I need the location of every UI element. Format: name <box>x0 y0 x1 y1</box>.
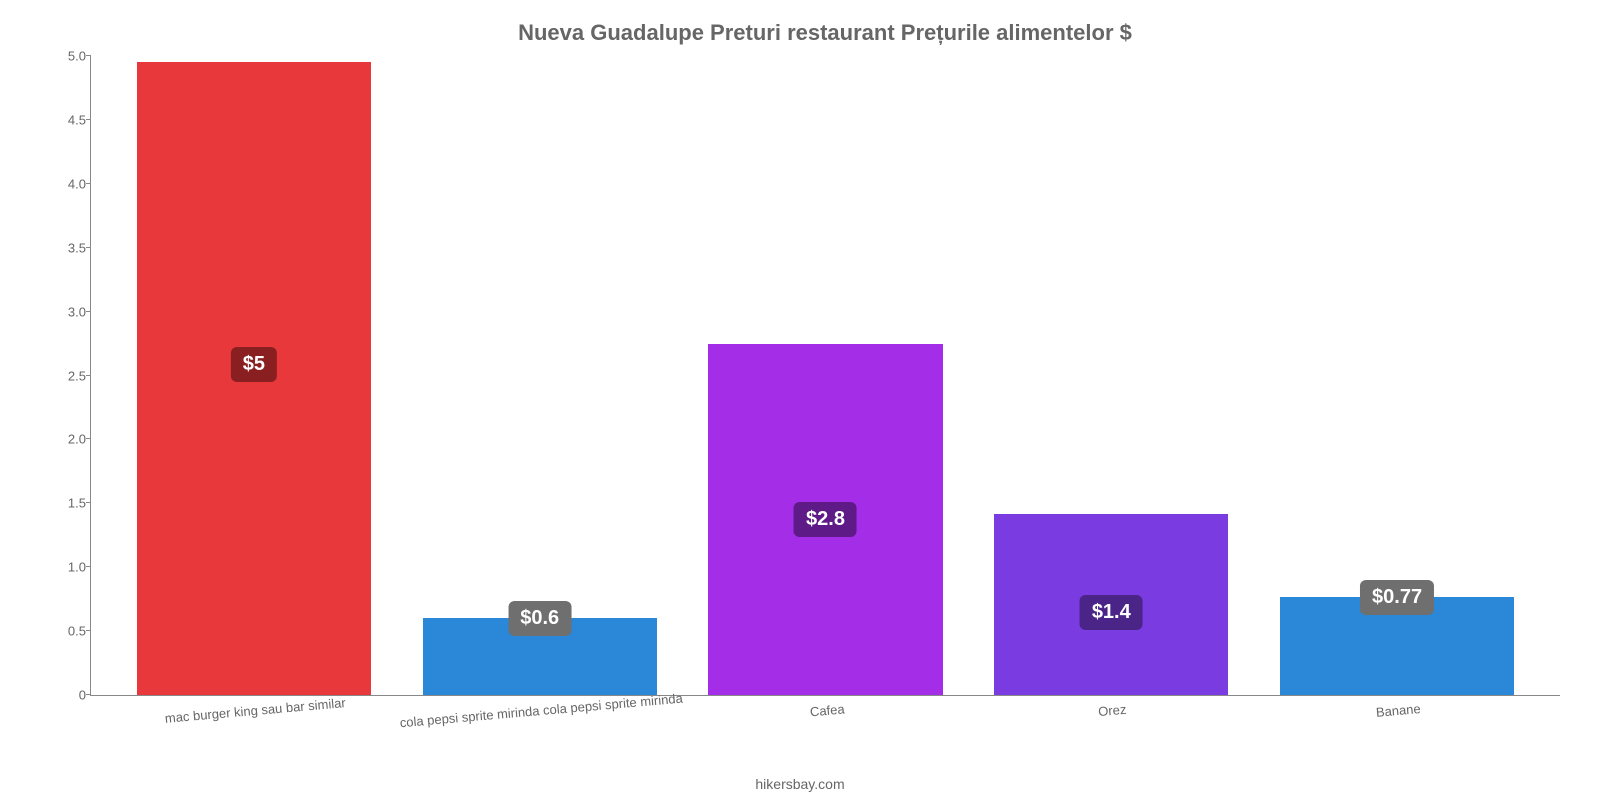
y-tick-label: 1.0 <box>36 560 86 575</box>
bar: $0.77 <box>1280 597 1514 695</box>
plot-area: 00.51.01.52.02.53.03.54.04.55.0 $5$0.6$2… <box>90 56 1560 696</box>
y-tick-label: 3.0 <box>36 304 86 319</box>
bar-value-label: $1.4 <box>1080 595 1143 630</box>
chart-container: Nueva Guadalupe Preturi restaurant Prețu… <box>0 0 1600 800</box>
bar-value-label: $0.77 <box>1360 580 1434 615</box>
y-tick-mark <box>86 55 91 56</box>
bar-slot: $2.8 <box>683 56 969 695</box>
y-tick-label: 3.5 <box>36 240 86 255</box>
y-tick-label: 2.0 <box>36 432 86 447</box>
y-tick-label: 0.5 <box>36 624 86 639</box>
bar-value-label: $2.8 <box>794 502 857 537</box>
bar-slot: $1.4 <box>968 56 1254 695</box>
y-tick-mark <box>86 566 91 567</box>
source-attribution: hikersbay.com <box>0 776 1600 792</box>
y-tick-label: 2.5 <box>36 368 86 383</box>
bars-area: $5 $0.6 $2.8 $1.4 $0.77 <box>91 56 1560 695</box>
bar: $1.4 <box>994 514 1228 695</box>
y-tick-label: 4.5 <box>36 112 86 127</box>
bar: $2.8 <box>708 344 942 695</box>
y-tick-mark <box>86 694 91 695</box>
y-tick-label: 4.0 <box>36 176 86 191</box>
chart-title: Nueva Guadalupe Preturi restaurant Prețu… <box>90 20 1560 46</box>
bar: $0.6 <box>423 618 657 695</box>
bar-slot: $0.6 <box>397 56 683 695</box>
y-tick-mark <box>86 502 91 503</box>
bar-slot: $5 <box>111 56 397 695</box>
y-tick-mark <box>86 119 91 120</box>
bar-slot: $0.77 <box>1254 56 1540 695</box>
x-axis: mac burger king sau bar similarcola peps… <box>91 695 1560 718</box>
y-tick-mark <box>86 311 91 312</box>
bar: $5 <box>137 62 371 695</box>
bar-value-label: $5 <box>231 347 277 382</box>
y-tick-label: 5.0 <box>36 49 86 64</box>
y-tick-mark <box>86 183 91 184</box>
y-tick-mark <box>86 630 91 631</box>
y-tick-mark <box>86 247 91 248</box>
y-tick-label: 0 <box>36 688 86 703</box>
bar-value-label: $0.6 <box>508 601 571 636</box>
y-tick-label: 1.5 <box>36 496 86 511</box>
y-tick-mark <box>86 375 91 376</box>
y-axis: 00.51.01.52.02.53.03.54.04.55.0 <box>36 56 86 695</box>
y-tick-mark <box>86 438 91 439</box>
